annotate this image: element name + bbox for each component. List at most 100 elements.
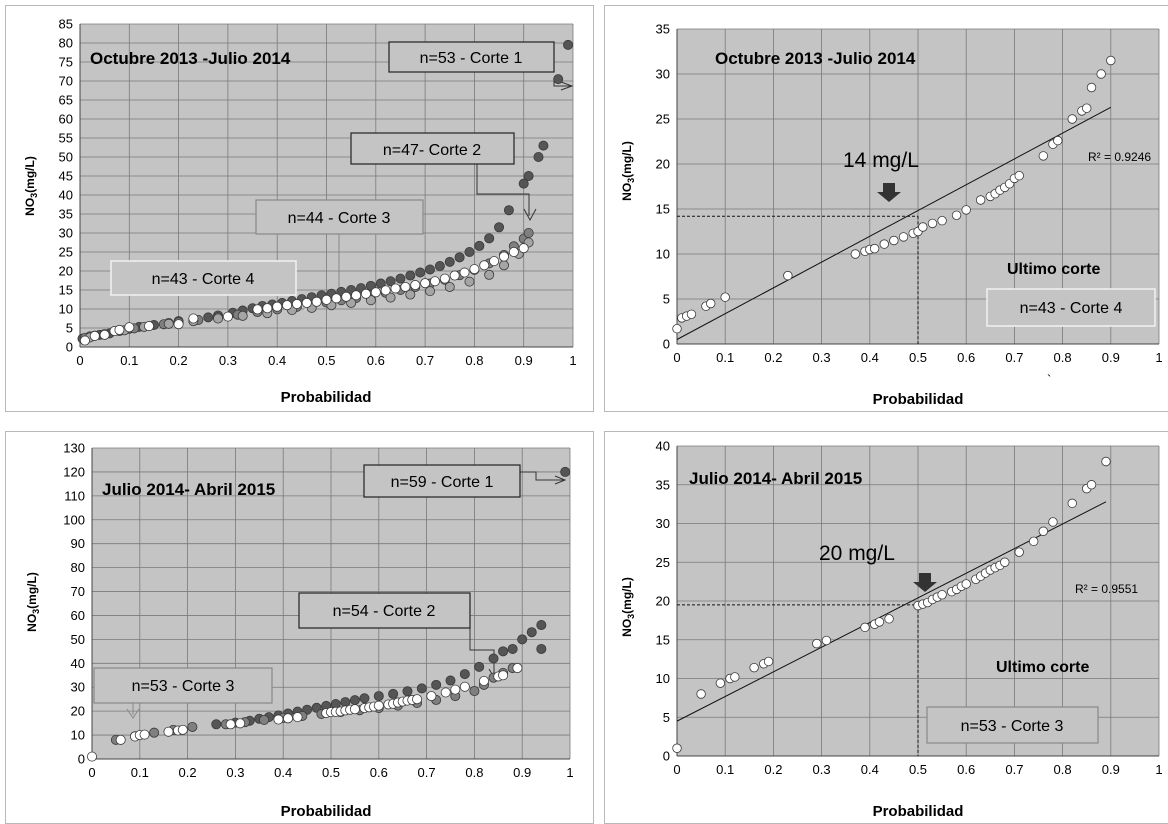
x-tick-label: 0.7 bbox=[1005, 350, 1023, 365]
data-point bbox=[1086, 82, 1097, 93]
x-tick-label: 0.1 bbox=[716, 762, 734, 777]
data-point bbox=[311, 296, 322, 307]
grid bbox=[676, 445, 1160, 757]
y-tick-label: 50 bbox=[59, 150, 73, 165]
chart-title: Julio 2014- Abril 2015 bbox=[102, 480, 275, 499]
x-tick-label: 0.5 bbox=[322, 765, 340, 780]
annotation-text: n=53 - Corte 3 bbox=[132, 678, 235, 695]
y-tick-label: 75 bbox=[59, 55, 73, 70]
data-point bbox=[291, 299, 302, 310]
chart-panel-top-right: 0 0.1 0.2 0.3 0.4 0.5 0.6 0.7 0.8 0.9 1 0 5 10 15 20 25 3… bbox=[604, 5, 1168, 412]
data-point bbox=[380, 285, 391, 296]
data-point bbox=[937, 590, 947, 600]
data-point bbox=[898, 232, 909, 242]
data-point bbox=[450, 684, 461, 695]
y-tick-label: 45 bbox=[59, 169, 73, 184]
data-point bbox=[203, 312, 214, 323]
data-point bbox=[494, 222, 505, 233]
data-point bbox=[686, 309, 697, 320]
trendline-segment bbox=[676, 106, 1112, 340]
annotation-corte-3: n=44 - Corte 3 bbox=[255, 199, 424, 235]
data-point bbox=[237, 310, 248, 321]
data-point bbox=[1106, 55, 1116, 66]
chart-title: Octubre 2013 -Julio 2014 bbox=[90, 49, 291, 68]
data-point bbox=[533, 151, 544, 162]
x-axis-label: Probabilidad bbox=[281, 389, 372, 406]
data-point bbox=[211, 719, 222, 730]
y-tick-label: 10 bbox=[59, 302, 73, 317]
y-tick-label: 20 bbox=[59, 264, 73, 279]
chart-top-right: 0 0.1 0.2 0.3 0.4 0.5 0.6 0.7 0.8 0.9 105101520253… bbox=[620, 22, 1163, 409]
data-point bbox=[469, 686, 480, 697]
data-point bbox=[405, 270, 416, 281]
data-point bbox=[439, 273, 450, 284]
chart-bottom-right: 0 0.1 0.2 0.3 0.4 0.5 0.6 0.7 0.8 0.9 105101520253… bbox=[620, 439, 1163, 821]
data-point bbox=[523, 170, 534, 181]
data-point bbox=[459, 681, 470, 692]
data-point bbox=[474, 240, 485, 251]
data-point bbox=[517, 634, 528, 645]
data-point bbox=[553, 74, 564, 85]
data-point bbox=[503, 205, 514, 216]
data-point bbox=[222, 311, 233, 322]
data-point bbox=[1096, 69, 1106, 79]
x-tick-label: 1 bbox=[566, 765, 573, 780]
y-tick-label: 25 bbox=[656, 555, 670, 570]
x-tick-label: 0.3 bbox=[219, 353, 237, 368]
data-point bbox=[730, 672, 740, 682]
annotation-text: n=54 - Corte 2 bbox=[333, 603, 436, 620]
y-tick-label: 20 bbox=[71, 704, 85, 719]
data-point bbox=[410, 280, 421, 291]
data-points bbox=[87, 466, 571, 762]
y-tick-label: 0 bbox=[663, 337, 670, 352]
y-tick-label: 30 bbox=[656, 516, 670, 531]
data-point bbox=[425, 286, 436, 297]
x-axis-label: Probabilidad bbox=[873, 391, 964, 408]
x-tick-label: 0.9 bbox=[515, 353, 533, 368]
data-point bbox=[375, 278, 386, 289]
x-tick-label: 0 bbox=[673, 762, 680, 777]
data-point bbox=[385, 292, 396, 303]
x-tick-label: 0.6 bbox=[367, 353, 385, 368]
annotation-text: n=59 - Corte 1 bbox=[391, 474, 494, 491]
x-tick-label: 0.3 bbox=[813, 762, 831, 777]
data-point bbox=[149, 727, 160, 738]
data-point bbox=[235, 718, 246, 729]
data-point bbox=[507, 643, 518, 654]
data-point bbox=[440, 687, 451, 698]
data-point bbox=[115, 734, 126, 745]
data-point bbox=[360, 288, 371, 299]
data-point bbox=[454, 252, 465, 263]
annotation-corte-2: n=47- Corte 2 bbox=[350, 132, 515, 165]
data-point bbox=[884, 614, 894, 624]
x-tick-label: 0.1 bbox=[716, 350, 734, 365]
data-point bbox=[874, 617, 885, 627]
y-tick-label: 35 bbox=[656, 22, 670, 37]
data-point bbox=[349, 704, 360, 715]
tick-labels: 0 0.1 0.2 0.3 0.4 0.5 0.6 0.7 0.8 0.9 101020304050… bbox=[63, 441, 573, 781]
y-tick-label: 5 bbox=[663, 710, 670, 725]
data-point bbox=[488, 653, 499, 664]
data-point bbox=[444, 281, 455, 292]
data-point bbox=[163, 318, 174, 329]
annotation-corte-2: n=54 - Corte 2 bbox=[298, 592, 471, 629]
x-tick-label: 0.6 bbox=[957, 762, 975, 777]
annotation-text: n=47- Corte 2 bbox=[383, 142, 481, 159]
y-tick-label: 110 bbox=[64, 488, 85, 503]
data-point bbox=[720, 292, 730, 302]
x-tick-label: 0.1 bbox=[120, 353, 138, 368]
data-point bbox=[860, 622, 870, 633]
stray-mark: ` bbox=[1047, 372, 1051, 387]
y-axis-label: NO3(mg/L) bbox=[620, 141, 636, 201]
x-tick-label: 0.2 bbox=[170, 353, 188, 368]
data-point bbox=[79, 335, 90, 346]
x-tick-label: 0.7 bbox=[1005, 762, 1023, 777]
data-point bbox=[405, 289, 416, 300]
data-point bbox=[385, 276, 396, 287]
y-tick-label: 30 bbox=[656, 67, 670, 82]
data-point bbox=[262, 303, 273, 314]
annotation-corte-1: n=53 - Corte 1 bbox=[388, 41, 555, 73]
chart-bottom-left: 0 0.1 0.2 0.3 0.4 0.5 0.6 0.7 0.8 0.9 101020304050… bbox=[25, 441, 574, 821]
y-tick-label: 30 bbox=[71, 680, 85, 695]
data-point bbox=[1067, 114, 1077, 124]
